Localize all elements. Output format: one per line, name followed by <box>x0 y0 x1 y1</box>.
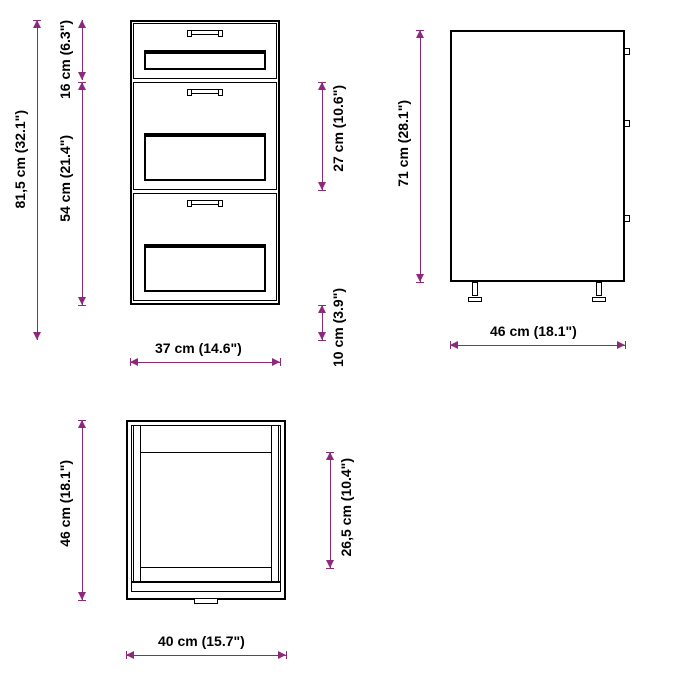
arrow-icon <box>326 452 334 460</box>
arrow-icon <box>318 182 326 190</box>
front-view <box>130 20 280 305</box>
tick <box>126 651 127 659</box>
dim-line <box>37 20 38 340</box>
tick <box>78 82 86 83</box>
arrow-icon <box>617 341 625 349</box>
tick <box>78 305 86 306</box>
dim-line <box>420 30 421 282</box>
drawer-3 <box>133 193 277 301</box>
top-handle-icon <box>194 598 218 604</box>
arrow-icon <box>78 82 86 90</box>
tick <box>416 282 424 283</box>
dim-top-height: 46 cm (18.1") <box>57 460 73 547</box>
arrow-icon <box>33 332 41 340</box>
side-rail <box>271 425 279 582</box>
dim-side-height: 71 cm (28.1") <box>395 100 411 187</box>
top-opening <box>140 452 272 568</box>
tick <box>78 600 86 601</box>
tick <box>326 452 334 453</box>
drawer-inset <box>144 50 266 70</box>
arrow-icon <box>318 305 326 313</box>
dim-line <box>126 655 286 656</box>
foot-icon <box>592 282 606 302</box>
cabinet-side-outline <box>450 30 625 282</box>
arrow-icon <box>78 297 86 305</box>
drawer-1 <box>133 23 277 79</box>
tick <box>625 341 626 349</box>
tick <box>286 651 287 659</box>
arrow-icon <box>78 72 86 80</box>
dim-base-gap: 10 cm (3.9") <box>330 288 346 367</box>
dim-side-width: 46 cm (18.1") <box>490 323 577 339</box>
tick <box>318 305 326 306</box>
arrow-icon <box>130 358 138 366</box>
dim-line <box>82 420 83 600</box>
side-handle-icon <box>625 120 630 127</box>
dim-mid-height: 54 cm (21.4") <box>57 135 73 222</box>
dim-line <box>330 452 331 568</box>
dim-line <box>450 345 625 346</box>
arrow-icon <box>450 341 458 349</box>
handle-icon <box>189 30 221 35</box>
dim-line <box>82 20 83 80</box>
foot-icon <box>468 282 482 302</box>
handle-icon <box>189 200 221 205</box>
drawer-inset <box>144 244 266 292</box>
arrow-icon <box>78 420 86 428</box>
top-front-bar <box>131 582 281 592</box>
drawer-inset <box>144 133 266 181</box>
dim-total-height: 81,5 cm (32.1") <box>12 110 28 208</box>
tick <box>130 358 131 366</box>
dim-mid-drawer: 27 cm (10.6") <box>330 85 346 172</box>
arrow-icon <box>326 560 334 568</box>
dim-top-drawer: 16 cm (6.3") <box>57 20 73 99</box>
arrow-icon <box>33 20 41 28</box>
dim-front-width: 37 cm (14.6") <box>155 340 242 356</box>
arrow-icon <box>78 592 86 600</box>
handle-icon <box>189 89 221 94</box>
arrow-icon <box>78 20 86 28</box>
arrow-icon <box>318 332 326 340</box>
tick <box>318 82 326 83</box>
arrow-icon <box>416 274 424 282</box>
tick <box>416 30 424 31</box>
tick <box>450 341 451 349</box>
arrow-icon <box>278 651 286 659</box>
dim-line <box>322 82 323 190</box>
dim-top-width: 40 cm (15.7") <box>158 633 245 649</box>
side-handle-icon <box>625 215 630 222</box>
tick <box>326 568 334 569</box>
dim-line <box>82 82 83 305</box>
arrow-icon <box>318 82 326 90</box>
tick <box>318 340 326 341</box>
side-handle-icon <box>625 48 630 55</box>
dim-top-opening: 26,5 cm (10.4") <box>338 458 354 556</box>
arrow-icon <box>272 358 280 366</box>
tick <box>33 20 41 21</box>
arrow-icon <box>126 651 134 659</box>
drawer-2 <box>133 82 277 190</box>
tick <box>280 358 281 366</box>
tick <box>78 420 86 421</box>
tick <box>318 190 326 191</box>
dim-line <box>130 362 280 363</box>
side-view <box>450 30 625 282</box>
arrow-icon <box>416 30 424 38</box>
top-view <box>126 420 286 600</box>
